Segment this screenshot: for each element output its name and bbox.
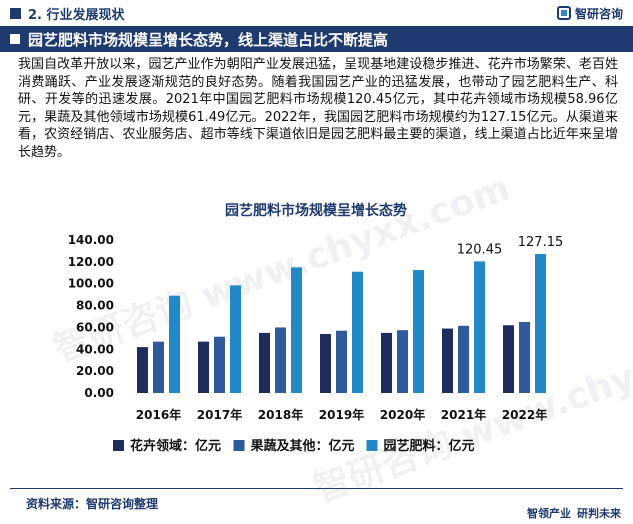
bar xyxy=(336,330,347,393)
y-tick-label: 60.00 xyxy=(76,320,114,334)
legend-label: 花卉领域：亿元 xyxy=(130,438,221,454)
bar xyxy=(275,327,286,393)
bar xyxy=(230,285,241,393)
bar xyxy=(137,347,148,393)
source-note: 资料来源：智研咨询整理 xyxy=(26,497,159,511)
bar xyxy=(259,332,270,393)
brand-logo: 智研咨询 xyxy=(556,4,623,22)
legend-swatch xyxy=(233,440,245,451)
y-tick-label: 100.00 xyxy=(68,277,114,291)
bar xyxy=(519,321,530,393)
slogan-left: 智领产业 xyxy=(527,507,571,520)
x-tick-label: 2018年 xyxy=(258,407,303,422)
bar xyxy=(320,333,331,393)
bar xyxy=(291,267,302,393)
bar xyxy=(397,330,408,393)
y-tick-label: 20.00 xyxy=(76,364,114,378)
logo-text: 智研咨询 xyxy=(574,6,623,21)
market-size-chart: 园艺肥料市场规模呈增长态势 0.00 20.00 40.00 60.00 80.00 100… xyxy=(68,202,564,454)
data-label: 120.45 xyxy=(457,242,503,257)
footer-divider xyxy=(10,488,623,489)
bar xyxy=(442,328,453,393)
y-tick-label: 120.00 xyxy=(68,255,114,269)
bar xyxy=(381,332,392,393)
x-tick-label: 2017年 xyxy=(197,407,242,422)
data-label: 127.15 xyxy=(518,235,564,250)
x-tick-label: 2019年 xyxy=(319,407,364,422)
y-tick-label: 0.00 xyxy=(84,386,114,400)
slogan: 智领产业 研判未来 xyxy=(527,505,621,521)
bar xyxy=(474,261,485,393)
y-tick-label: 80.00 xyxy=(76,299,114,313)
x-tick-label: 2016年 xyxy=(136,407,181,422)
x-tick-label: 2020年 xyxy=(380,407,425,422)
bar xyxy=(503,325,514,393)
x-tick-label: 2021年 xyxy=(441,407,486,422)
legend-swatch xyxy=(113,440,124,451)
top-bar: 2. 行业发展现状 智研咨询 xyxy=(0,0,633,26)
bar xyxy=(352,271,363,393)
banner-marker xyxy=(10,34,20,44)
headline-banner: 园艺肥料市场规模呈增长态势，线上渠道占比不断提高 xyxy=(0,26,633,52)
legend-swatch xyxy=(366,440,378,451)
bar xyxy=(535,254,546,393)
chart-title: 园艺肥料市场规模呈增长态势 xyxy=(225,202,407,219)
y-tick-label: 40.00 xyxy=(76,342,114,356)
bar xyxy=(214,336,225,393)
banner-title: 园艺肥料市场规模呈增长态势，线上渠道占比不断提高 xyxy=(28,31,389,49)
intro-paragraph: 我国自改革开放以来，园艺产业作为朝阳产业发展迅猛，呈现基地建设稳步推进、花卉市场… xyxy=(18,57,618,160)
slogan-right: 研判未来 xyxy=(577,507,621,520)
bar xyxy=(413,270,424,393)
bar xyxy=(169,295,180,393)
legend-label: 果蔬及其他：亿元 xyxy=(250,438,355,454)
logo-icon xyxy=(556,6,571,20)
section-title: 2. 行业发展现状 xyxy=(28,8,125,23)
section-marker xyxy=(10,8,21,19)
legend-label: 园艺肥料：亿元 xyxy=(384,438,475,454)
bar xyxy=(458,325,469,393)
bar xyxy=(198,341,209,393)
bar xyxy=(153,341,164,393)
y-tick-label: 140.00 xyxy=(68,233,114,247)
x-tick-label: 2022年 xyxy=(502,407,547,422)
